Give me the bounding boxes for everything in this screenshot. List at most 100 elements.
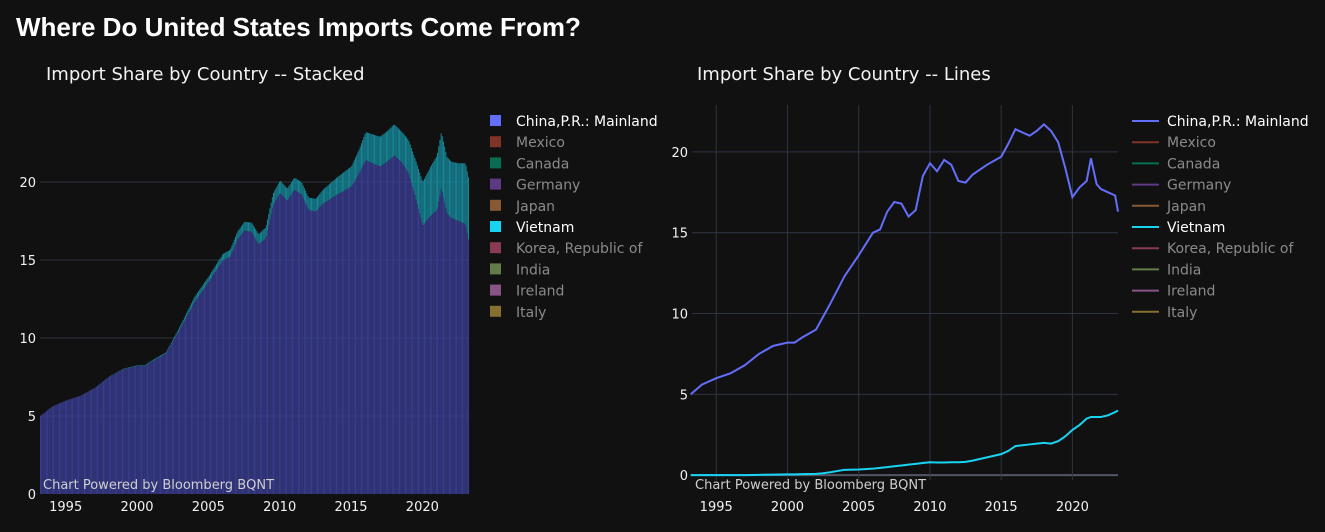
bar-vietnam <box>168 347 170 349</box>
bar-vietnam <box>340 174 342 193</box>
bar-china <box>259 242 261 494</box>
bar-vietnam <box>443 141 444 198</box>
bar-china <box>167 350 169 494</box>
bar-china <box>125 368 127 494</box>
legend-item[interactable]: Germany <box>1132 178 1231 194</box>
legend-item[interactable]: Vietnam <box>1132 220 1225 236</box>
legend-item[interactable]: Mexico <box>1132 135 1216 151</box>
bar-china <box>288 198 290 494</box>
legend-item[interactable]: Italy <box>1132 305 1197 321</box>
bar-china <box>213 273 215 494</box>
bar-china <box>78 396 79 494</box>
bar-china <box>448 215 450 495</box>
legend-item[interactable]: India <box>490 262 550 278</box>
bar-vietnam <box>177 329 179 332</box>
bar-china <box>358 173 360 494</box>
bar-vietnam <box>150 360 152 362</box>
bar-china <box>231 252 233 494</box>
legend-item[interactable]: China,P.R.: Mainland <box>1132 114 1309 130</box>
legend-item[interactable]: India <box>1132 262 1201 278</box>
bar-vietnam <box>339 175 341 193</box>
bar-china <box>464 223 466 495</box>
bar-china <box>105 379 107 494</box>
legend-item[interactable]: Ireland <box>490 284 564 300</box>
bar-vietnam <box>434 158 436 212</box>
legend-swatch <box>490 242 501 254</box>
bar-china <box>214 272 216 494</box>
bar-china <box>412 186 414 494</box>
bar-china <box>62 401 64 494</box>
bar-china <box>283 197 285 494</box>
bar-china <box>263 239 265 494</box>
bar-china <box>391 157 393 495</box>
bar-vietnam <box>240 226 242 235</box>
bar-vietnam <box>305 190 307 204</box>
legend-item[interactable]: China,P.R.: Mainland <box>490 114 658 130</box>
bar-vietnam <box>179 327 181 330</box>
bar-vietnam <box>211 271 213 278</box>
bar-china <box>93 388 95 494</box>
bar-vietnam <box>314 198 316 212</box>
bar-china <box>303 200 305 494</box>
bar-china <box>138 366 140 494</box>
bar-china <box>378 166 380 494</box>
bar-china <box>83 393 85 494</box>
legend-item[interactable]: Ireland <box>1132 284 1215 300</box>
legend-item[interactable]: Germany <box>490 178 580 194</box>
bar-vietnam <box>394 124 396 156</box>
x-tick-label: 2010 <box>263 500 296 515</box>
bar-china <box>206 284 208 494</box>
bar-china <box>332 197 334 494</box>
legend-item[interactable]: Korea, Republic of <box>1132 241 1294 257</box>
bar-china <box>182 323 184 494</box>
bar-vietnam <box>152 359 154 361</box>
bar-china <box>419 213 421 494</box>
bar-china <box>299 193 301 494</box>
bar-vietnam <box>389 128 391 160</box>
stacked-chart: Import Share by Country -- Stacked 0 5 10 15… <box>19 64 657 515</box>
bar-china <box>326 201 328 495</box>
bar-china <box>355 179 356 494</box>
y-tick-label: 20 <box>671 146 688 161</box>
bar-vietnam <box>407 139 409 172</box>
bar-vietnam <box>410 147 412 183</box>
legend-item[interactable]: Japan <box>490 199 555 215</box>
legend-label: India <box>516 262 550 278</box>
bar-china <box>369 161 371 495</box>
bar-vietnam <box>283 185 285 198</box>
legend-item[interactable]: Canada <box>1132 156 1220 172</box>
legend-item[interactable]: Japan <box>1132 199 1206 215</box>
bar-vietnam <box>243 222 245 232</box>
bar-china <box>376 165 378 494</box>
legend-item[interactable]: Canada <box>490 156 569 172</box>
bar-vietnam <box>208 275 210 282</box>
bar-vietnam <box>413 154 415 191</box>
legend-label: Ireland <box>516 284 564 300</box>
bar-china <box>67 399 69 494</box>
bar-vietnam <box>176 331 178 335</box>
credit-text: Chart Powered by Bloomberg BQNT <box>43 478 274 493</box>
bar-china <box>443 197 444 494</box>
bar-vietnam <box>244 221 246 231</box>
bar-china <box>193 303 195 494</box>
bar-china <box>66 400 68 494</box>
bar-vietnam <box>220 256 222 263</box>
bar-china <box>294 190 296 494</box>
bar-china <box>68 399 70 494</box>
bar-china <box>395 156 397 494</box>
legend-item[interactable]: Italy <box>490 305 546 321</box>
bar-china <box>195 299 197 494</box>
bar-china <box>89 390 91 494</box>
bar-vietnam <box>193 298 195 304</box>
legend-item[interactable]: Vietnam <box>490 220 574 236</box>
bar-china <box>311 210 313 495</box>
legend-item[interactable]: Korea, Republic of <box>490 241 643 257</box>
bar-vietnam <box>292 180 293 193</box>
bar-china <box>301 195 303 494</box>
bar-china <box>149 362 151 494</box>
bar-china <box>126 368 128 494</box>
legend-item[interactable]: Mexico <box>490 135 565 151</box>
bar-china <box>50 407 52 494</box>
bar-vietnam <box>317 196 318 210</box>
bar-vietnam <box>425 176 427 222</box>
